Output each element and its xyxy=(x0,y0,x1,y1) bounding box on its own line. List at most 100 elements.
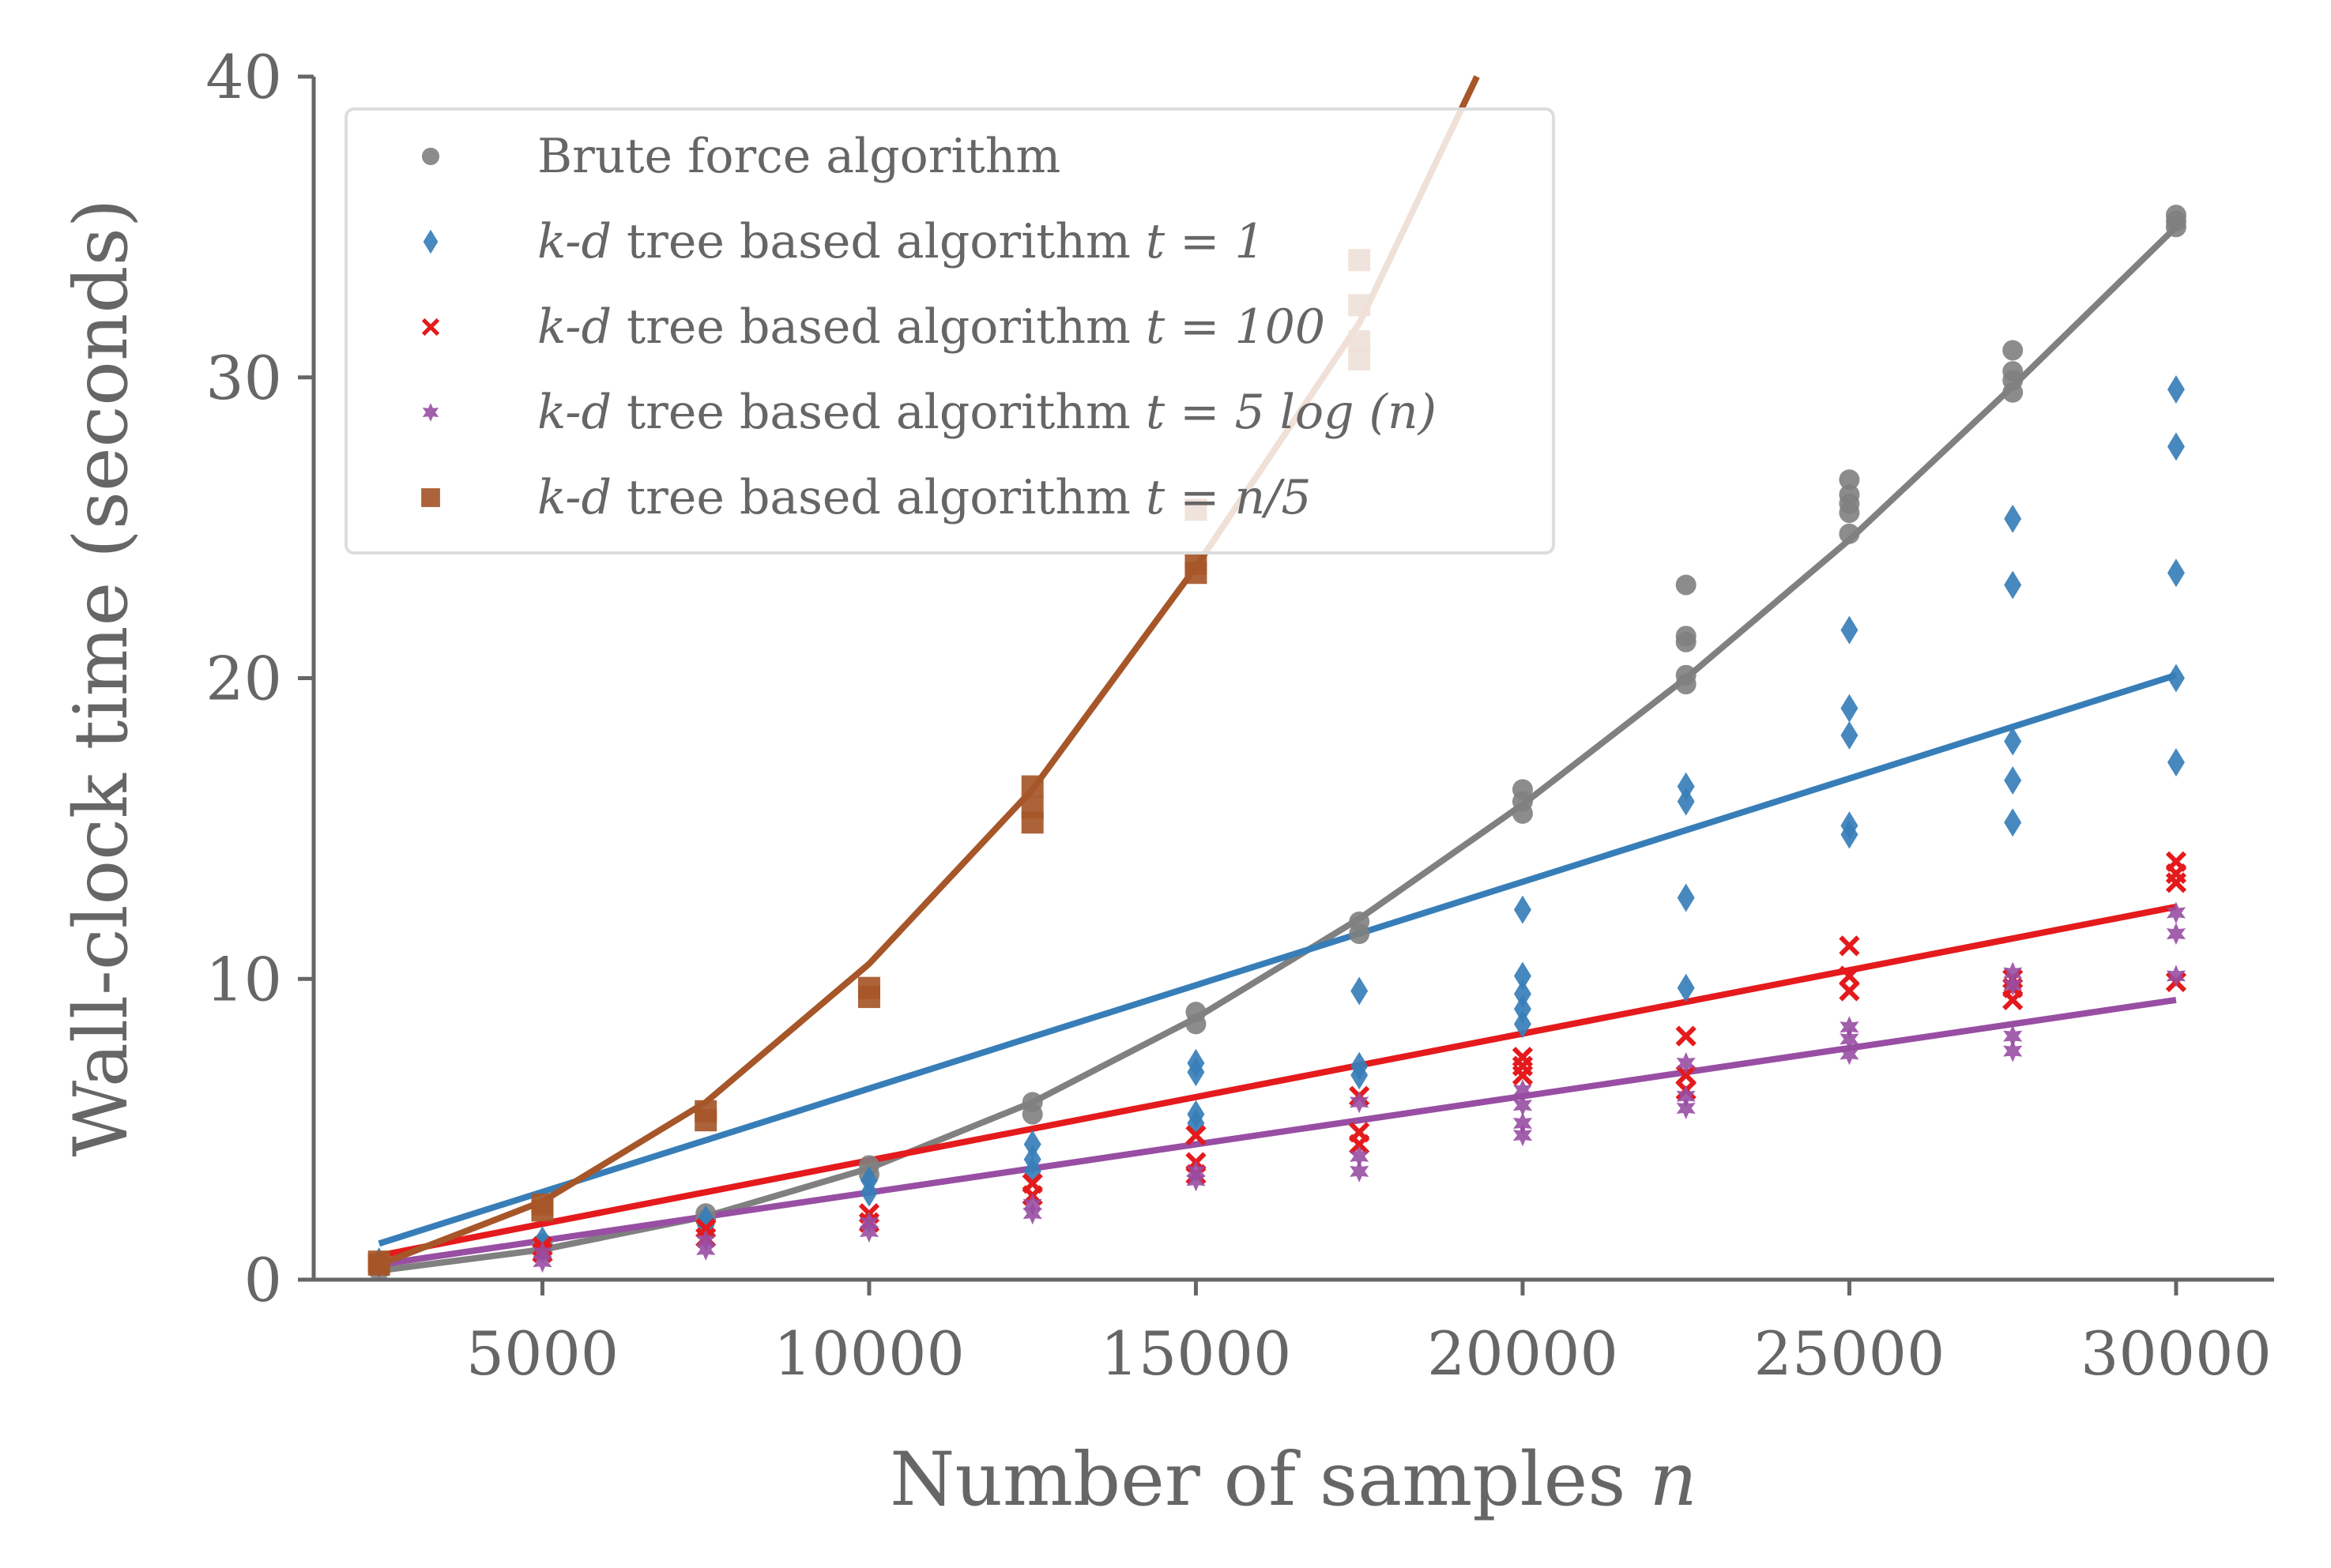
x-point-series-3 xyxy=(2165,851,2187,872)
diamond-point-series-2 xyxy=(1513,980,1531,1009)
diamond-point-series-2 xyxy=(1840,615,1858,645)
y-axis-title: Wall-clock time (seconds) xyxy=(58,198,145,1156)
circle-point-series-1 xyxy=(2002,361,2024,382)
x-point-series-3 xyxy=(695,1218,717,1239)
circle-point-series-1 xyxy=(1675,664,1696,686)
diamond-point-series-2 xyxy=(1350,976,1369,1006)
diamond-point-series-2 xyxy=(1023,1130,1041,1159)
diamond-point-series-2 xyxy=(2004,765,2022,795)
star-point-series-4 xyxy=(2166,923,2186,946)
star-point-series-4 xyxy=(533,1241,552,1264)
fit-line-series-4 xyxy=(378,996,2177,1268)
star-point-series-4 xyxy=(1512,1112,1533,1134)
square-point-series-5 xyxy=(857,976,880,999)
x-tick-label: 10000 xyxy=(774,1318,965,1389)
x-tick-label: 20000 xyxy=(1427,1318,1618,1389)
legend-label-3: k-d tree based algorithm t = 100 xyxy=(537,299,1325,355)
diamond-point-series-2 xyxy=(1677,883,1695,912)
legend-marker-2 xyxy=(423,229,439,254)
star-point-series-4 xyxy=(1840,1028,1859,1051)
circle-point-series-1 xyxy=(1675,626,1696,647)
circle-point-series-1 xyxy=(1512,779,1533,800)
star-point-series-4 xyxy=(859,1211,879,1234)
x-axis-title: Number of samples n xyxy=(890,1437,1697,1523)
star-point-series-4 xyxy=(2003,1025,2023,1047)
diamond-point-series-2 xyxy=(2167,432,2185,461)
diamond-point-series-2 xyxy=(1677,772,1695,801)
star-point-series-4 xyxy=(1022,1193,1042,1216)
star-point-series-4 xyxy=(2166,964,2186,987)
y-tick-label: 0 xyxy=(244,1245,282,1315)
star-point-series-4 xyxy=(1676,1085,1696,1107)
star-point-series-4 xyxy=(2003,1040,2023,1062)
diamond-point-series-2 xyxy=(1513,995,1531,1024)
circle-point-series-1 xyxy=(1185,1002,1207,1023)
circle-point-series-1 xyxy=(858,1155,879,1176)
legend-marker-4 xyxy=(422,403,439,422)
diamond-point-series-2 xyxy=(2004,808,2022,837)
diamond-point-series-2 xyxy=(2167,664,2185,693)
diamond-point-series-2 xyxy=(1187,1048,1205,1077)
diamond-point-series-2 xyxy=(2004,727,2022,756)
legend-frame xyxy=(345,107,1555,555)
diamond-point-series-2 xyxy=(1187,1100,1205,1129)
legend-label-4: k-d tree based algorithm t = 5 log (n) xyxy=(537,385,1437,440)
circle-point-series-1 xyxy=(1839,469,1860,491)
x-tick-label: 30000 xyxy=(2081,1318,2272,1389)
ticks: 5000 10000 15000 20000 25000 30000 0 10 20 30 40 xyxy=(205,42,2272,1389)
star-point-series-4 xyxy=(2003,973,2023,996)
star-point-series-4 xyxy=(1512,1094,1533,1117)
circle-point-series-1 xyxy=(1349,911,1370,932)
diamond-point-series-2 xyxy=(2004,504,2022,533)
diamond-point-series-2 xyxy=(1513,1010,1531,1039)
legend-label-5: k-d tree based algorithm t = n/5 xyxy=(537,470,1312,525)
diamond-point-series-2 xyxy=(2167,748,2185,777)
x-point-series-3 xyxy=(1839,935,1860,957)
x-point-series-3 xyxy=(1839,980,1860,1002)
legend-label-1: Brute force algorithm xyxy=(537,129,1060,184)
star-point-series-4 xyxy=(1840,1043,1859,1066)
star-point-series-4 xyxy=(1840,1016,1859,1039)
diamond-point-series-2 xyxy=(1023,1145,1041,1174)
star-point-series-4 xyxy=(1350,1145,1369,1168)
square-point-series-5 xyxy=(531,1193,554,1216)
circle-point-series-1 xyxy=(2002,340,2024,361)
diamond-point-series-2 xyxy=(1350,1051,1369,1081)
star-point-series-4 xyxy=(1676,1097,1696,1119)
diamond-point-series-2 xyxy=(860,1166,878,1195)
legend-marker-3 xyxy=(421,318,440,337)
star-point-series-4 xyxy=(2166,901,2186,924)
diamond-point-series-2 xyxy=(1840,694,1858,723)
diamond-point-series-2 xyxy=(1513,961,1531,991)
star-point-series-4 xyxy=(2003,961,2023,984)
circle-point-series-1 xyxy=(1022,1092,1043,1113)
star-point-series-4 xyxy=(1186,1160,1206,1183)
square-point-series-5 xyxy=(695,1100,717,1122)
x-point-series-3 xyxy=(1349,1122,1370,1143)
legend: Brute force algorithm k-d tree based algo… xyxy=(345,107,1555,555)
star-point-series-4 xyxy=(1512,1124,1533,1147)
circle-point-series-1 xyxy=(2165,205,2186,226)
x-point-series-3 xyxy=(1512,1047,1534,1068)
legend-marker-5 xyxy=(421,488,440,507)
x-point-series-3 xyxy=(1185,1125,1207,1146)
diamond-point-series-2 xyxy=(1677,787,1695,816)
legend-label-2: k-d tree based algorithm t = 1 xyxy=(537,214,1265,269)
legend-marker-1 xyxy=(421,147,440,166)
diamond-point-series-2 xyxy=(1677,973,1695,1002)
y-tick-label: 30 xyxy=(205,343,282,413)
y-tick-label: 20 xyxy=(205,644,282,714)
star-point-series-4 xyxy=(696,1229,716,1252)
circle-point-series-1 xyxy=(1839,523,1860,544)
diamond-point-series-2 xyxy=(2004,570,2022,600)
circle-point-series-1 xyxy=(1675,574,1696,596)
fit-lines xyxy=(378,75,2178,1274)
x-tick-label: 15000 xyxy=(1101,1318,1292,1389)
diamond-point-series-2 xyxy=(1840,720,1858,750)
diamond-point-series-2 xyxy=(2167,374,2185,404)
star-point-series-4 xyxy=(1350,1160,1369,1183)
x-point-series-3 xyxy=(1022,1173,1043,1194)
fit-line-series-3 xyxy=(378,903,2177,1259)
diamond-point-series-2 xyxy=(2167,558,2185,588)
